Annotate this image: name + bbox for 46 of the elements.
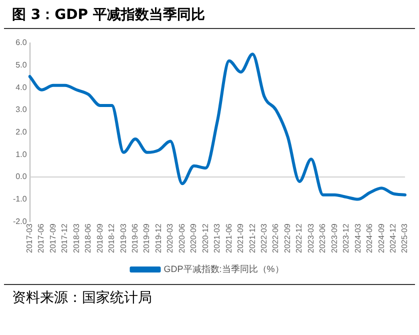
x-tick-label: 2017-12 <box>60 223 70 253</box>
legend-label: GDP平减指数:当季同比（%） <box>164 264 284 274</box>
y-tick-label: 5.0 <box>16 60 28 70</box>
x-tick-label: 2018-03 <box>72 223 81 253</box>
x-tick-label: 2022-09 <box>282 223 292 253</box>
text: 资料来源：国家统计局 <box>4 284 415 311</box>
x-tick-label: 2023-12 <box>342 223 351 253</box>
x-tick-label: 2021-03 <box>212 223 222 253</box>
x-tick-label: 2019-09 <box>142 223 152 253</box>
x-tick-label: 2018-06 <box>84 223 93 253</box>
x-tick-label: 2022-03 <box>260 223 268 253</box>
x-tick-label: 2023-06 <box>318 223 328 253</box>
x-tick-label: 2020-12 <box>200 223 210 253</box>
x-tick-label: 2017-06 <box>36 223 46 253</box>
x-tick-label: 2023-09 <box>330 223 339 253</box>
x-tick-label: 2025-03 <box>400 223 410 253</box>
line-series <box>28 52 406 201</box>
y-tick-label: 0.0 <box>16 172 28 182</box>
x-tick-label: 2024-12 <box>388 223 398 253</box>
x-tick-label: 2020-03 <box>166 223 175 253</box>
x-tick-label: 2024-09 <box>376 223 386 253</box>
y-tick-label: 3.0 <box>16 105 28 114</box>
x-tick-label: 2020-09 <box>189 223 198 253</box>
x-tick-label: 2019-03 <box>118 223 128 253</box>
y-tick-label: -2.0 <box>12 216 28 226</box>
x-tick-label: 2018-09 <box>95 223 104 253</box>
x-tick-label: 2017-09 <box>48 223 58 253</box>
x-tick-label: 2017-03 <box>24 223 34 253</box>
x-tick-label: 2024-06 <box>365 223 374 253</box>
y-tick-label: 1.0 <box>16 150 28 159</box>
x-tick-label: 2020-06 <box>177 223 186 253</box>
x-tick-label: 2018-12 <box>107 223 116 253</box>
x-tick-label: 2022-06 <box>271 223 280 253</box>
x-tick-label: 2023-03 <box>306 223 316 253</box>
y-tick-label: 2.0 <box>16 128 28 137</box>
x-tick-label: 2024-03 <box>353 223 362 253</box>
x-tick-label: 2019-12 <box>154 223 163 253</box>
x-tick-label: 2019-06 <box>130 223 140 253</box>
x-tick-label: 2022-12 <box>294 223 304 253</box>
y-tick-label: -1.0 <box>12 194 28 204</box>
chart-title: 图 3：GDP 平减指数当季同比 <box>4 0 415 29</box>
y-tick-label: 4.0 <box>16 82 28 92</box>
x-tick-label: 2021-12 <box>248 223 257 253</box>
x-tick-label: 2021-06 <box>224 223 234 253</box>
y-tick-label: 6.0 <box>16 38 28 48</box>
x-tick-label: 2021-09 <box>236 223 246 253</box>
